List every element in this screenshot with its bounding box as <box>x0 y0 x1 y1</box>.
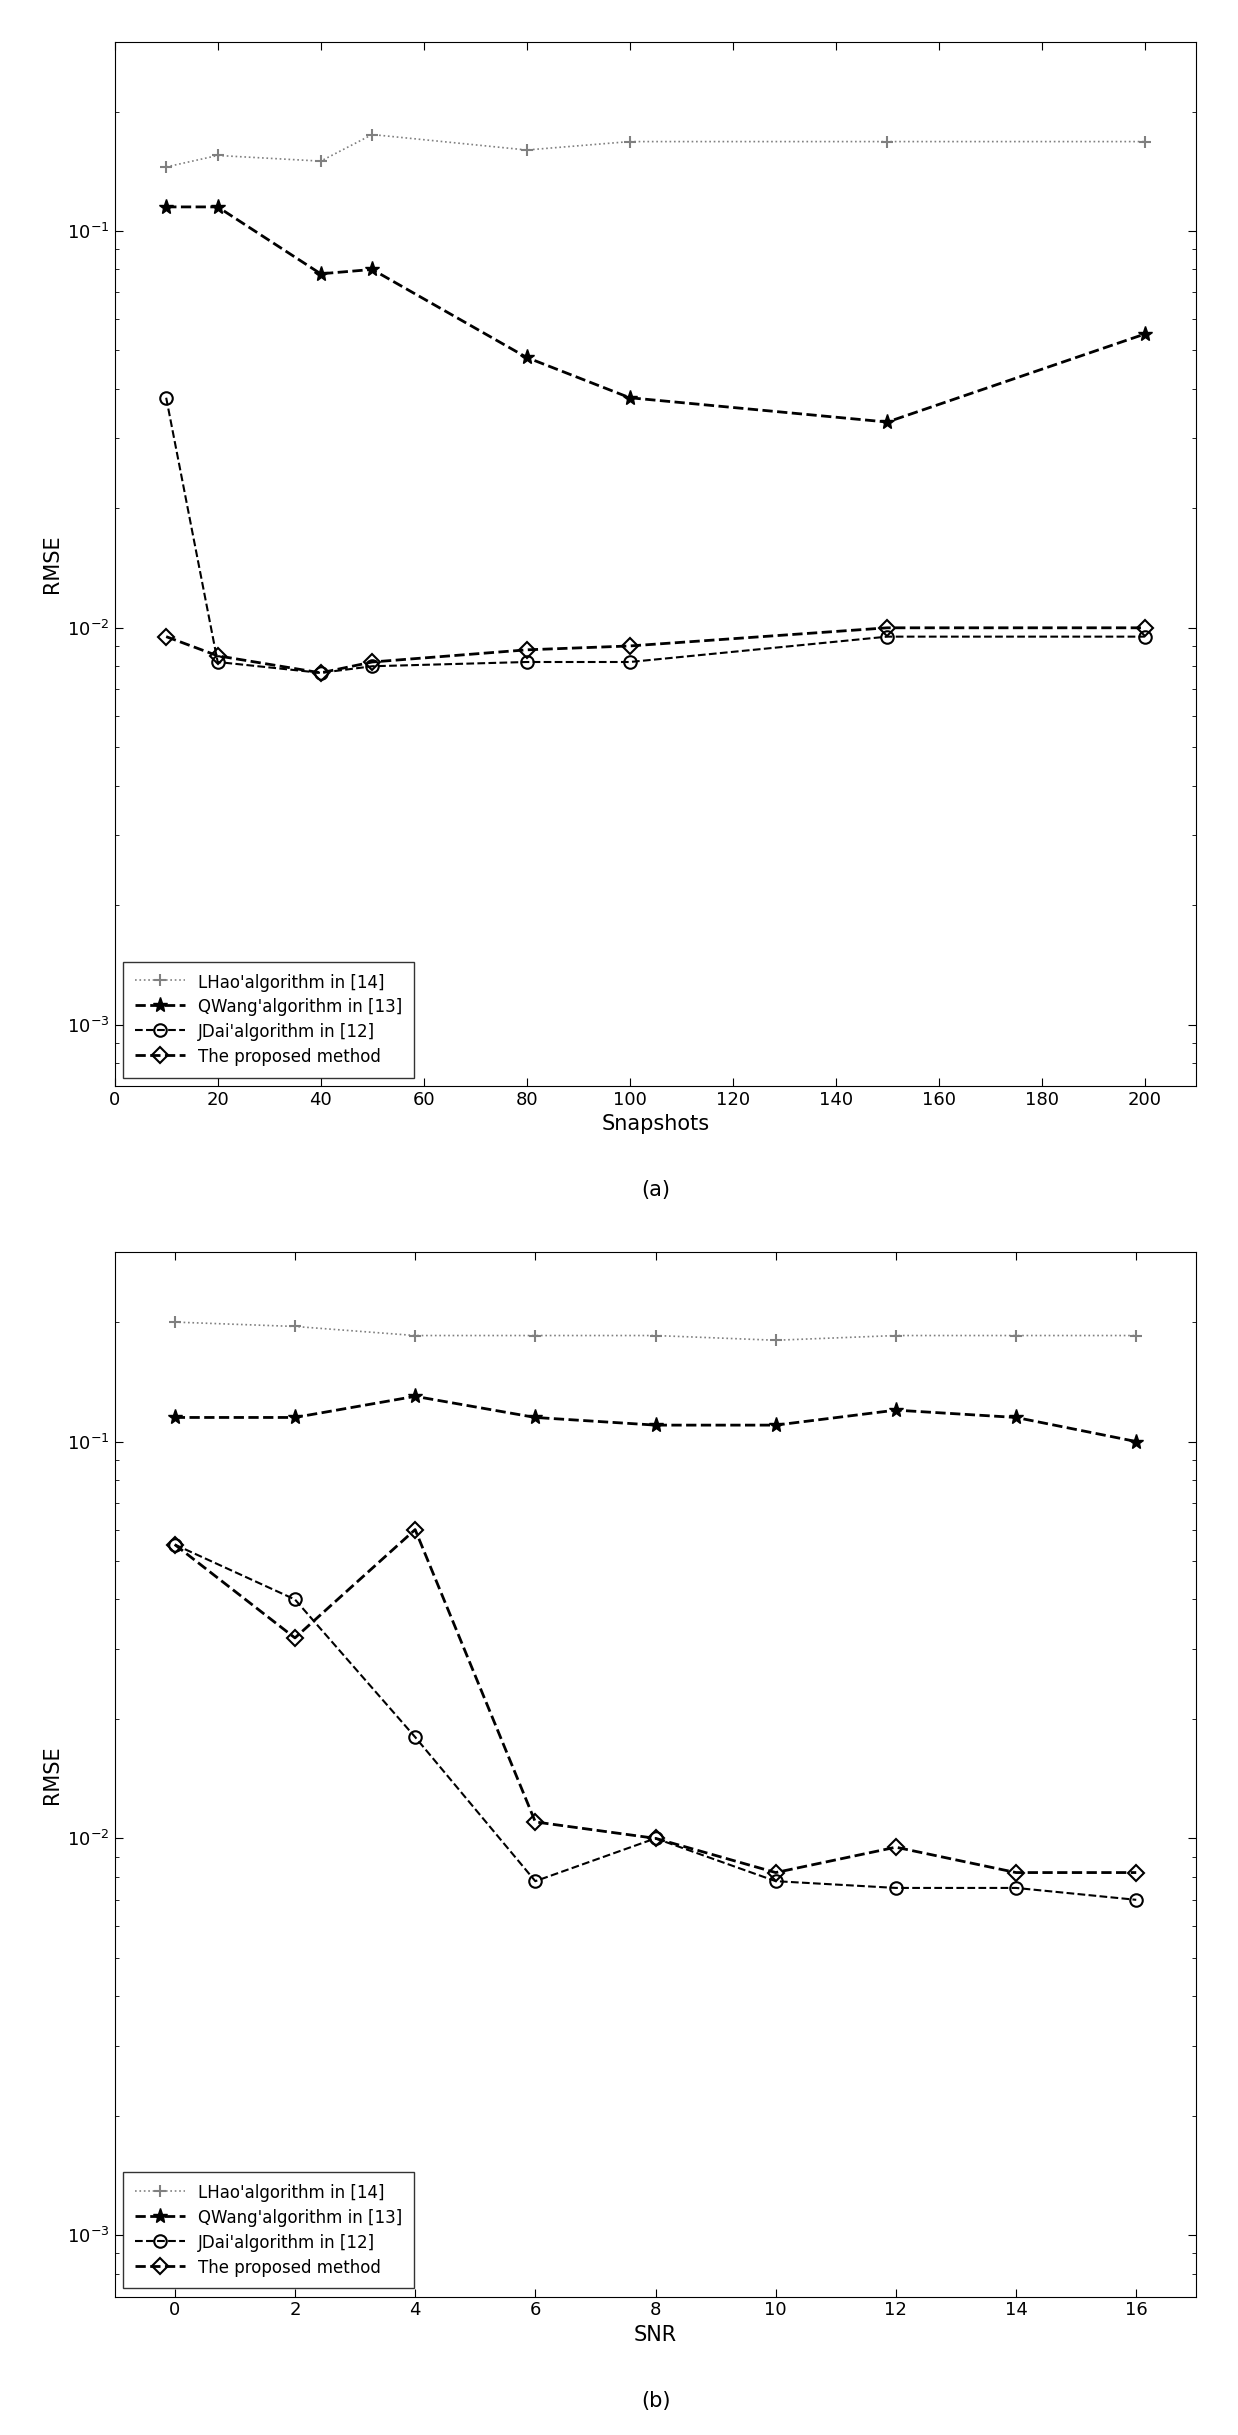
LHao'algorithm in [14] <box>313 146 328 175</box>
LHao'algorithm in [14] <box>769 1325 784 1354</box>
JDai'algorithm in [12] <box>1138 621 1153 650</box>
JDai'algorithm in [12] <box>287 1585 302 1614</box>
QWang'algorithm in [13] <box>623 382 638 412</box>
QWang'algorithm in [13] <box>407 1381 422 1410</box>
JDai'algorithm in [12] <box>1009 1873 1024 1902</box>
JDai'algorithm in [12] <box>158 382 173 412</box>
The proposed method <box>880 614 895 643</box>
LHao'algorithm in [14] <box>210 141 225 170</box>
QWang'algorithm in [13] <box>769 1410 784 1439</box>
JDai'algorithm in [12] <box>647 1824 662 1853</box>
LHao'algorithm in [14] <box>287 1312 302 1342</box>
LHao'algorithm in [14] <box>1009 1320 1024 1349</box>
QWang'algorithm in [13] <box>647 1410 662 1439</box>
LHao'algorithm in [14] <box>647 1320 662 1349</box>
The proposed method <box>158 621 173 650</box>
The proposed method <box>527 1807 542 1836</box>
LHao'algorithm in [14] <box>167 1308 182 1337</box>
Line: The proposed method: The proposed method <box>161 623 1150 679</box>
JDai'algorithm in [12] <box>623 648 638 677</box>
Legend: LHao'algorithm in [14], QWang'algorithm in [13], JDai'algorithm in [12], The pro: LHao'algorithm in [14], QWang'algorithm … <box>123 962 413 1079</box>
JDai'algorithm in [12] <box>313 657 328 687</box>
LHao'algorithm in [14] <box>889 1320 904 1349</box>
QWang'algorithm in [13] <box>1129 1427 1144 1456</box>
Line: JDai'algorithm in [12]: JDai'algorithm in [12] <box>168 1539 1143 1907</box>
JDai'algorithm in [12] <box>889 1873 904 1902</box>
JDai'algorithm in [12] <box>167 1529 182 1558</box>
Line: QWang'algorithm in [13]: QWang'algorithm in [13] <box>158 200 1153 429</box>
Line: QWang'algorithm in [13]: QWang'algorithm in [13] <box>167 1388 1144 1449</box>
QWang'algorithm in [13] <box>880 407 895 436</box>
QWang'algorithm in [13] <box>210 192 225 222</box>
QWang'algorithm in [13] <box>158 192 173 222</box>
LHao'algorithm in [14] <box>623 127 638 156</box>
The proposed method <box>210 640 225 670</box>
Line: LHao'algorithm in [14]: LHao'algorithm in [14] <box>168 1315 1143 1347</box>
Line: The proposed method: The proposed method <box>170 1524 1141 1877</box>
JDai'algorithm in [12] <box>1129 1885 1144 1914</box>
The proposed method <box>287 1624 302 1653</box>
The proposed method <box>313 657 328 687</box>
Y-axis label: RMSE: RMSE <box>42 1746 62 1804</box>
QWang'algorithm in [13] <box>167 1403 182 1432</box>
QWang'algorithm in [13] <box>527 1403 542 1432</box>
LHao'algorithm in [14] <box>1138 127 1153 156</box>
JDai'algorithm in [12] <box>519 648 534 677</box>
QWang'algorithm in [13] <box>889 1395 904 1424</box>
LHao'algorithm in [14] <box>407 1320 422 1349</box>
QWang'algorithm in [13] <box>1138 319 1153 348</box>
The proposed method <box>1138 614 1153 643</box>
The proposed method <box>647 1824 662 1853</box>
The proposed method <box>623 631 638 660</box>
LHao'algorithm in [14] <box>1129 1320 1144 1349</box>
Legend: LHao'algorithm in [14], QWang'algorithm in [13], JDai'algorithm in [12], The pro: LHao'algorithm in [14], QWang'algorithm … <box>123 2172 413 2289</box>
Line: LHao'algorithm in [14]: LHao'algorithm in [14] <box>160 129 1151 173</box>
Line: JDai'algorithm in [12]: JDai'algorithm in [12] <box>160 392 1151 679</box>
QWang'algorithm in [13] <box>365 256 380 285</box>
JDai'algorithm in [12] <box>880 621 895 650</box>
LHao'algorithm in [14] <box>158 153 173 183</box>
QWang'algorithm in [13] <box>313 258 328 287</box>
The proposed method <box>1129 1858 1144 1887</box>
The proposed method <box>365 648 380 677</box>
QWang'algorithm in [13] <box>519 343 534 373</box>
X-axis label: Snapshots: Snapshots <box>602 1115 709 1135</box>
The proposed method <box>1009 1858 1024 1887</box>
LHao'algorithm in [14] <box>519 136 534 166</box>
X-axis label: SNR: SNR <box>634 2325 677 2345</box>
JDai'algorithm in [12] <box>210 648 225 677</box>
The proposed method <box>519 636 534 665</box>
The proposed method <box>167 1529 182 1558</box>
The proposed method <box>769 1858 784 1887</box>
Y-axis label: RMSE: RMSE <box>42 536 62 594</box>
LHao'algorithm in [14] <box>880 127 895 156</box>
Text: (b): (b) <box>641 2391 670 2411</box>
LHao'algorithm in [14] <box>527 1320 542 1349</box>
LHao'algorithm in [14] <box>365 119 380 149</box>
The proposed method <box>407 1515 422 1544</box>
JDai'algorithm in [12] <box>769 1868 784 1897</box>
JDai'algorithm in [12] <box>407 1722 422 1751</box>
JDai'algorithm in [12] <box>365 653 380 682</box>
The proposed method <box>889 1834 904 1863</box>
Text: (a): (a) <box>641 1181 670 1200</box>
QWang'algorithm in [13] <box>1009 1403 1024 1432</box>
QWang'algorithm in [13] <box>287 1403 302 1432</box>
JDai'algorithm in [12] <box>527 1868 542 1897</box>
